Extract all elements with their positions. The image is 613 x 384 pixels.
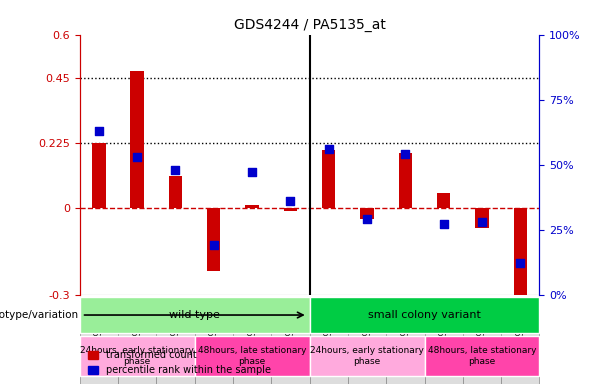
Text: 24hours, early stationary
phase: 24hours, early stationary phase	[80, 346, 194, 366]
FancyBboxPatch shape	[80, 309, 118, 384]
Point	[209, 242, 219, 248]
Bar	[284, 208, 297, 211]
FancyBboxPatch shape	[271, 309, 310, 384]
Bar	[245, 205, 259, 208]
Bar	[322, 150, 335, 208]
FancyBboxPatch shape	[310, 296, 539, 333]
Point	[170, 167, 180, 173]
Title: GDS4244 / PA5135_at: GDS4244 / PA5135_at	[234, 18, 386, 32]
Text: wild type: wild type	[169, 310, 220, 320]
Bar	[131, 71, 144, 208]
Point	[132, 154, 142, 160]
FancyBboxPatch shape	[310, 309, 348, 384]
Point	[400, 151, 410, 157]
FancyBboxPatch shape	[195, 336, 310, 376]
Text: 48hours, late stationary
phase: 48hours, late stationary phase	[198, 346, 306, 366]
Text: 48hours, late stationary
phase: 48hours, late stationary phase	[428, 346, 536, 366]
FancyBboxPatch shape	[310, 336, 424, 376]
Point	[94, 128, 104, 134]
Text: small colony variant: small colony variant	[368, 310, 481, 320]
Point	[439, 221, 449, 227]
Bar	[398, 153, 412, 208]
FancyBboxPatch shape	[501, 309, 539, 384]
Bar	[437, 194, 451, 208]
Legend: transformed count, percentile rank within the sample: transformed count, percentile rank withi…	[85, 346, 275, 379]
FancyBboxPatch shape	[424, 309, 463, 384]
FancyBboxPatch shape	[424, 336, 539, 376]
Point	[324, 146, 333, 152]
Bar	[360, 208, 374, 220]
Text: genotype/variation: genotype/variation	[0, 310, 79, 320]
FancyBboxPatch shape	[348, 309, 386, 384]
FancyBboxPatch shape	[386, 309, 424, 384]
FancyBboxPatch shape	[195, 309, 233, 384]
FancyBboxPatch shape	[118, 309, 156, 384]
Point	[247, 169, 257, 175]
FancyBboxPatch shape	[156, 309, 195, 384]
Point	[286, 198, 295, 204]
FancyBboxPatch shape	[80, 296, 310, 333]
Point	[516, 260, 525, 266]
Bar	[207, 208, 221, 271]
Point	[477, 219, 487, 225]
Bar	[514, 208, 527, 315]
Text: 24hours, early stationary
phase: 24hours, early stationary phase	[310, 346, 424, 366]
Point	[362, 216, 372, 222]
FancyBboxPatch shape	[463, 309, 501, 384]
Bar	[169, 176, 182, 208]
Bar	[475, 208, 489, 228]
FancyBboxPatch shape	[233, 309, 271, 384]
Bar	[92, 143, 105, 208]
FancyBboxPatch shape	[80, 336, 195, 376]
